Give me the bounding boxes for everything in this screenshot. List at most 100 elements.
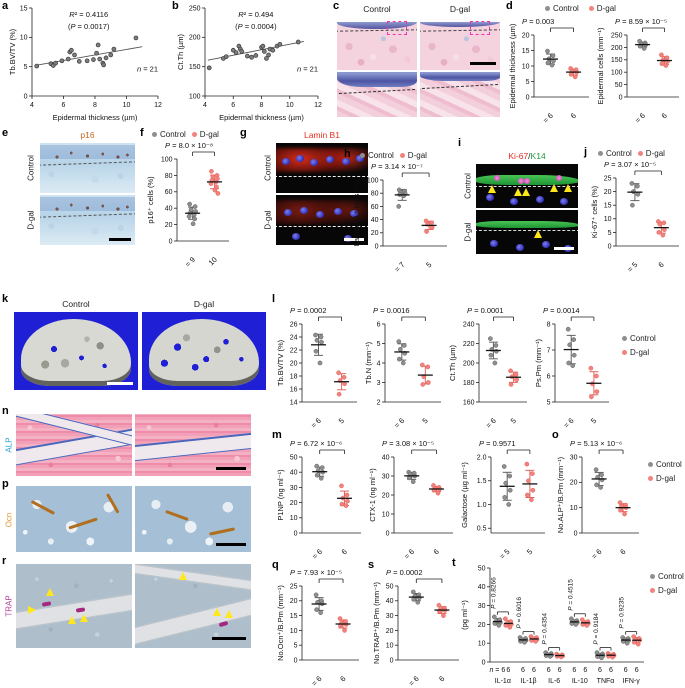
row-label-dgal: D-gal	[263, 210, 273, 230]
roi-box	[387, 21, 407, 35]
svg-text:80: 80	[165, 173, 173, 180]
svg-text:P = 0.4354: P = 0.4354	[542, 613, 549, 645]
svg-text:30: 30	[386, 613, 394, 620]
svg-text:7: 7	[547, 347, 551, 354]
svg-text:IL-1β: IL-1β	[520, 678, 536, 685]
svg-text:6: 6	[547, 667, 551, 674]
dotplot-cytokines: 0 10 20 30 40 50 (pg ml⁻¹) P = 0.8266 IL-1α n = 6…	[460, 564, 646, 686]
arrowhead-icon	[80, 614, 88, 622]
svg-text:10: 10	[207, 255, 219, 267]
arrowhead-icon	[225, 610, 233, 618]
arrowhead-icon	[28, 606, 36, 614]
svg-text:18: 18	[290, 373, 298, 380]
histology-skin-zoom-dgal	[420, 72, 500, 117]
svg-text:Epidermal cells (mm⁻¹): Epidermal cells (mm⁻¹)	[596, 27, 605, 104]
panel-letter-n: n	[2, 405, 9, 417]
svg-text:12: 12	[154, 102, 162, 109]
dotplot-galactose: 0.5 1.0 1.5 2.0 Galactose (µg ml⁻¹) P = 0.957…	[460, 437, 550, 565]
svg-text:P = 0.0001: P = 0.0001	[467, 306, 504, 315]
svg-text:5: 5	[24, 64, 28, 71]
svg-text:n = 5: n = 5	[493, 547, 511, 559]
if-laminb1-control	[276, 143, 368, 193]
control-dot-icon	[648, 462, 653, 467]
svg-text:100: 100	[189, 93, 201, 100]
svg-text:P = 8.0 × 10⁻⁸: P = 8.0 × 10⁻⁸	[165, 141, 213, 150]
svg-text:Ps.Pm (mm⁻¹): Ps.Pm (mm⁻¹)	[534, 338, 543, 387]
svg-text:CTX-1 (ng ml⁻¹): CTX-1 (ng ml⁻¹)	[368, 468, 377, 522]
scale-bar	[344, 238, 364, 241]
svg-text:16: 16	[290, 386, 298, 393]
svg-text:6: 6	[635, 667, 639, 674]
trap-staining-control	[16, 564, 132, 648]
svg-text:6: 6	[583, 667, 587, 674]
svg-text:Tb.BV/TV (%): Tb.BV/TV (%)	[8, 28, 17, 75]
svg-text:25: 25	[290, 583, 298, 590]
dgal-dot-icon	[648, 476, 653, 481]
svg-text:100: 100	[161, 156, 173, 163]
panel-letter-i: i	[458, 137, 462, 149]
control-dot-icon	[598, 151, 603, 156]
svg-text:150: 150	[189, 64, 201, 71]
svg-text:n = 6: n = 6	[305, 674, 323, 686]
scatter-ctth-vs-epidermal-thickness: 100 150 200 250 4 6 8 10 12 Epidermal thickness (…	[176, 4, 326, 122]
legend-h: Control D-gal	[360, 151, 427, 160]
svg-text:(P = 0.0017): (P = 0.0017)	[68, 22, 110, 31]
dotplot-trap-bpm: 0 10 20 30 40 50 No.TRAP⁺/B.Pm (mm⁻¹) P = 0.000…	[372, 566, 464, 688]
svg-text:10: 10	[123, 102, 131, 109]
svg-text:5: 5	[608, 230, 612, 237]
scale-bar	[216, 543, 246, 546]
svg-text:Epidermal thickness (µm): Epidermal thickness (µm)	[219, 113, 304, 122]
stain-label-trap: TRAP	[4, 595, 14, 617]
svg-text:22: 22	[290, 347, 298, 354]
svg-text:5: 5	[509, 416, 518, 425]
stain-label-alp: ALP	[4, 437, 14, 453]
dotplot-ctth: 160 180 200 220 240 Ct.Th (µm) P = 0.0001 n = 6…	[448, 304, 532, 434]
column-title-dgal: D-gal	[449, 4, 471, 14]
svg-text:10: 10	[570, 505, 578, 512]
svg-text:IL-6: IL-6	[548, 678, 560, 685]
svg-text:P1NP (ng ml⁻¹): P1NP (ng ml⁻¹)	[276, 469, 285, 521]
panel-letter-f: f	[140, 127, 144, 139]
svg-text:R² = 0.4116: R² = 0.4116	[69, 10, 108, 19]
trap-staining-dgal	[135, 564, 251, 648]
svg-text:Lamin B1⁺ cells (%): Lamin B1⁺ cells (%)	[352, 179, 361, 246]
svg-text:5: 5	[377, 341, 381, 348]
legend-f: Control D-gal	[152, 130, 219, 139]
svg-text:15: 15	[20, 5, 28, 12]
arrowhead-icon	[514, 188, 522, 196]
scale-bar	[216, 467, 246, 470]
svg-text:150: 150	[611, 57, 623, 64]
dotplot-tbn: 2 3 4 5 6 Tb.N (mm⁻¹) P = 0.0016 n = 6 5	[364, 304, 446, 434]
dgal-dot-icon	[399, 153, 405, 158]
svg-text:P = 0.4515: P = 0.4515	[567, 579, 574, 611]
svg-text:6: 6	[558, 667, 562, 674]
stain-title-laminb1: Lamin B1	[304, 130, 340, 140]
svg-text:n = 6: n = 6	[537, 111, 555, 123]
svg-text:P = 0.003: P = 0.003	[522, 17, 554, 26]
svg-text:6: 6	[231, 102, 235, 109]
svg-text:0: 0	[574, 530, 578, 537]
svg-text:0: 0	[294, 657, 298, 664]
svg-text:0: 0	[619, 94, 623, 101]
svg-text:P = 8.59 × 10⁻⁵: P = 8.59 × 10⁻⁵	[615, 17, 667, 26]
svg-text:14: 14	[290, 399, 298, 406]
svg-text:160: 160	[463, 399, 475, 406]
svg-text:10: 10	[478, 641, 486, 648]
scale-bar	[212, 637, 246, 640]
svg-text:50: 50	[290, 454, 298, 461]
svg-text:n = 6: n = 6	[489, 667, 505, 674]
svg-text:20: 20	[570, 480, 578, 487]
svg-text:20: 20	[522, 32, 530, 39]
svg-text:20: 20	[290, 360, 298, 367]
svg-text:IFN-γ: IFN-γ	[623, 678, 641, 685]
ihc-p16-dgal	[40, 195, 135, 245]
svg-text:250: 250	[189, 5, 201, 12]
panel-letter-o: o	[552, 429, 559, 441]
panel-letter-p: p	[2, 478, 9, 490]
stain-label-ocn: Ocn	[4, 512, 14, 528]
stain-title-p16: p16	[80, 130, 95, 140]
svg-text:0: 0	[608, 243, 612, 250]
svg-text:n = 21: n = 21	[297, 64, 318, 73]
svg-text:3: 3	[377, 380, 381, 387]
dotplot-epidermal-cells: 0 50 100 150 200 250 Epidermal cells (mm⁻¹) P =…	[596, 15, 684, 129]
